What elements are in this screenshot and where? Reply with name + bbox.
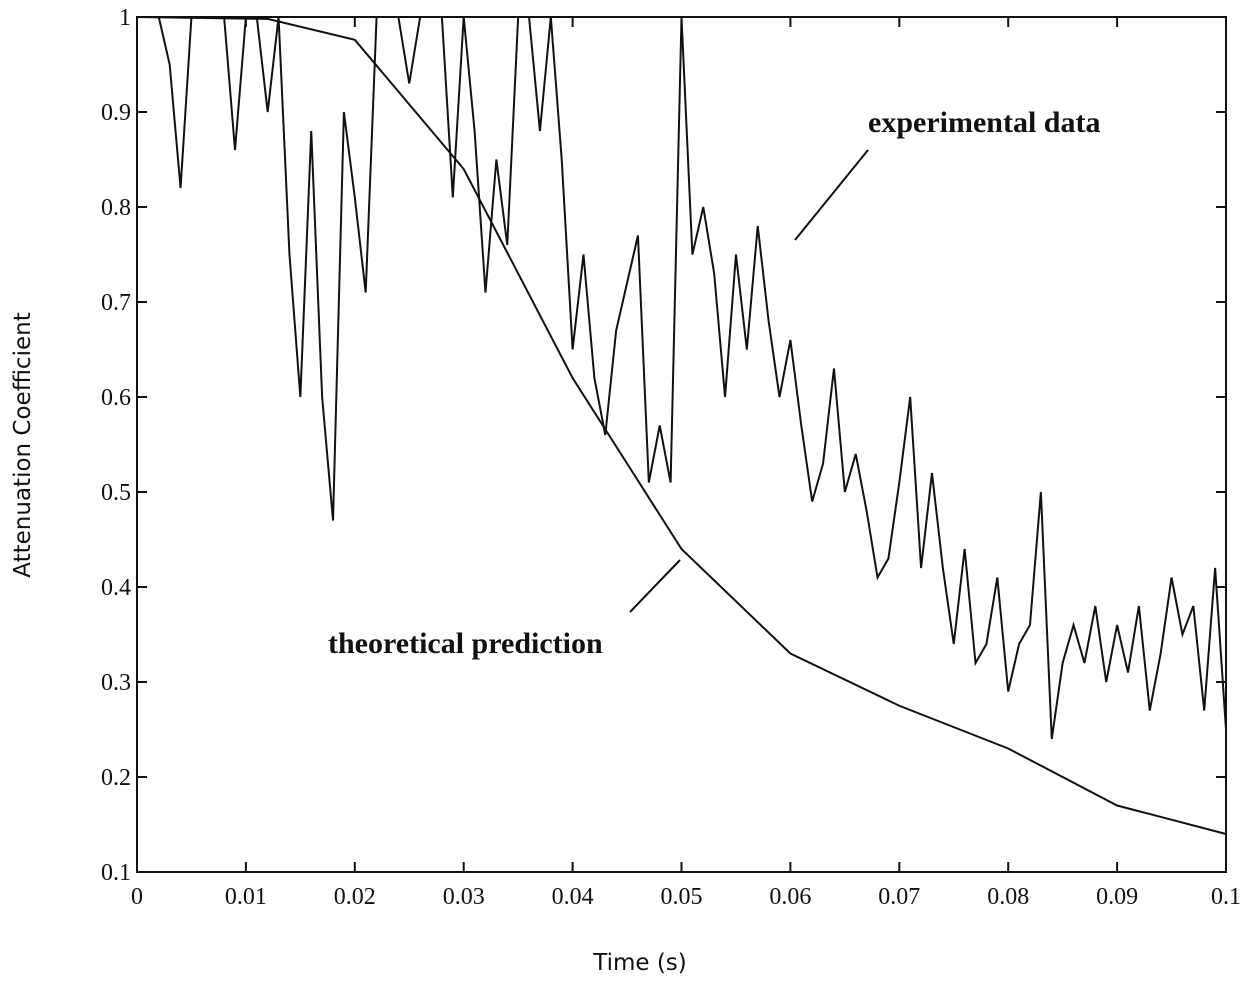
- x-tick-label: 0.08: [987, 884, 1029, 910]
- y-tick-label: 0.4: [101, 575, 131, 601]
- leader-line: [794, 149, 869, 241]
- x-tick-label: 0.06: [769, 884, 811, 910]
- data-line: [137, 16, 1227, 740]
- y-tick-label: 0.9: [101, 100, 131, 126]
- y-tick-label: 0.1: [101, 860, 131, 886]
- y-axis-label: Attenuation Coefficient: [10, 312, 36, 577]
- x-tick-label: 0.02: [334, 884, 376, 910]
- data-line: [136, 16, 1227, 835]
- x-tick-label: 0.05: [661, 884, 703, 910]
- plot-frame: [136, 16, 1227, 873]
- y-tick-label: 0.6: [101, 385, 131, 411]
- annotation: theoretical prediction: [328, 627, 603, 660]
- y-tick-label: 1: [119, 5, 131, 31]
- y-tick-label: 0.7: [101, 290, 131, 316]
- x-tick-label: 0.04: [552, 884, 594, 910]
- annotation: experimental data: [868, 106, 1100, 139]
- x-axis-label: Time (s): [592, 950, 687, 976]
- x-tick-label: 0.03: [443, 884, 485, 910]
- y-tick-label: 0.5: [101, 480, 131, 506]
- x-tick-label: 0.01: [225, 884, 267, 910]
- x-tick-label: 0.1: [1211, 884, 1241, 910]
- y-tick-label: 0.2: [101, 765, 131, 791]
- leader-line: [629, 559, 681, 613]
- y-tick-label: 0.8: [101, 195, 131, 221]
- x-tick-label: 0.07: [878, 884, 920, 910]
- x-tick-label: 0: [131, 884, 143, 910]
- x-tick-label: 0.09: [1096, 884, 1138, 910]
- y-tick-label: 0.3: [101, 670, 131, 696]
